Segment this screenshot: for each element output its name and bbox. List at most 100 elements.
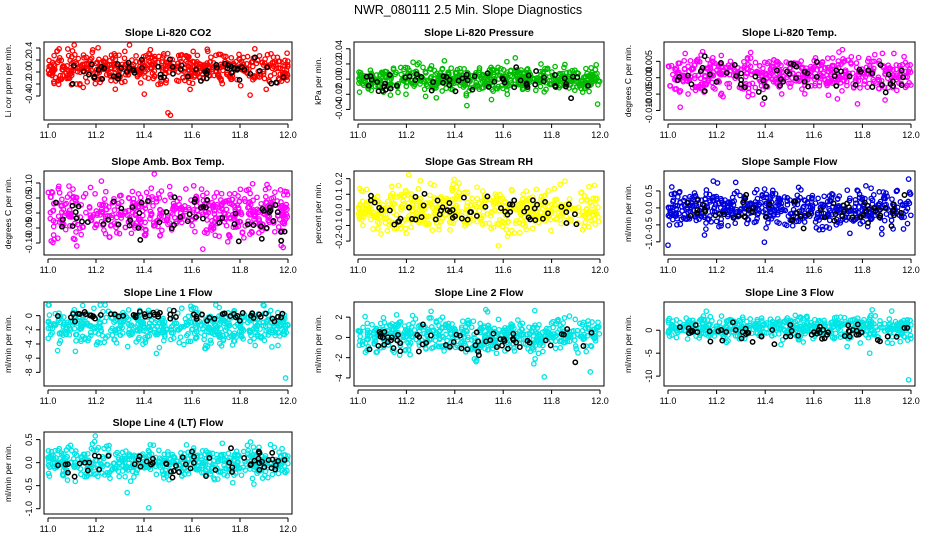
- reference-point: [831, 73, 838, 80]
- reference-point: [841, 208, 847, 215]
- data-point: [728, 208, 735, 214]
- data-point: [583, 206, 590, 213]
- data-point: [433, 220, 440, 226]
- data-point: [192, 335, 199, 342]
- reference-point: [266, 204, 273, 211]
- data-point: [814, 210, 821, 216]
- data-point: [754, 215, 760, 222]
- data-point: [51, 63, 58, 69]
- reference-point: [274, 209, 281, 216]
- data-point: [256, 230, 262, 236]
- data-point: [854, 187, 861, 194]
- data-point: [849, 70, 856, 77]
- data-point: [211, 211, 218, 217]
- data-point: [84, 79, 91, 85]
- data-point: [121, 55, 128, 62]
- data-point: [284, 58, 291, 64]
- data-point: [537, 83, 544, 90]
- data-point: [148, 185, 155, 192]
- reference-point: [211, 315, 218, 322]
- data-point: [156, 195, 163, 201]
- outlier-point: [280, 244, 287, 251]
- data-point: [277, 187, 284, 193]
- data-point: [830, 191, 836, 198]
- data-point: [47, 209, 54, 216]
- data-point: [251, 213, 258, 220]
- reference-point: [258, 235, 265, 242]
- reference-point: [684, 72, 691, 79]
- data-point: [477, 216, 483, 223]
- reference-point: [833, 82, 840, 89]
- data-point: [853, 75, 860, 81]
- reference-point: [97, 312, 104, 318]
- reference-point: [831, 217, 838, 224]
- chart-title: Slope Line 3 Flow: [745, 287, 835, 299]
- data-point: [183, 332, 190, 339]
- data-point: [183, 52, 190, 59]
- data-point: [416, 198, 422, 204]
- data-point: [532, 87, 539, 94]
- data-point: [505, 218, 512, 225]
- data-point: [896, 62, 903, 69]
- data-point: [458, 324, 465, 331]
- reference-point: [88, 61, 95, 68]
- y-tick-label: -0.1: [334, 218, 344, 234]
- data-point: [561, 315, 568, 321]
- data-point: [359, 80, 366, 87]
- data-point: [94, 59, 101, 66]
- reference-point: [409, 216, 415, 222]
- data-point: [256, 52, 263, 59]
- x-tick-label: 11.6: [495, 130, 512, 140]
- data-point: [177, 52, 184, 59]
- data-point: [754, 212, 761, 218]
- data-point: [252, 342, 259, 349]
- data-point: [223, 320, 230, 326]
- reference-point: [846, 204, 852, 211]
- reference-point: [184, 218, 191, 225]
- outlier-point: [73, 243, 80, 249]
- reference-point: [138, 56, 145, 63]
- data-point: [578, 333, 585, 340]
- reference-point: [563, 80, 569, 87]
- x-tick-label: 12.0: [902, 130, 920, 140]
- data-point: [442, 211, 448, 218]
- data-point: [588, 343, 595, 350]
- reference-point: [267, 207, 274, 214]
- x-tick-label: 11.0: [350, 396, 367, 406]
- data-point: [105, 204, 112, 210]
- data-point: [386, 322, 393, 328]
- reference-point: [456, 332, 463, 339]
- data-point: [410, 59, 416, 66]
- data-point: [670, 197, 677, 204]
- data-point: [572, 343, 579, 349]
- data-point: [834, 96, 841, 102]
- reference-point: [69, 223, 76, 230]
- data-point: [477, 320, 484, 327]
- data-point: [465, 320, 472, 326]
- data-point: [546, 325, 553, 332]
- reference-point: [387, 85, 394, 92]
- data-point: [876, 85, 882, 92]
- reference-point: [434, 197, 441, 204]
- y-tick-label: -10: [644, 370, 654, 383]
- reference-point: [446, 82, 453, 88]
- data-point: [741, 65, 747, 71]
- data-point: [807, 204, 814, 211]
- data-point: [689, 66, 696, 73]
- data-point: [79, 65, 86, 72]
- data-point: [385, 198, 391, 205]
- plot-frame: [43, 170, 293, 256]
- data-point: [54, 48, 60, 55]
- data-point: [540, 348, 546, 355]
- data-point: [364, 333, 371, 339]
- data-point: [544, 66, 550, 73]
- data-point: [108, 77, 114, 84]
- data-point: [761, 186, 768, 192]
- reference-point: [366, 346, 373, 353]
- reference-point: [885, 71, 892, 78]
- data-point: [765, 219, 771, 226]
- x-tick-label: 11.8: [854, 130, 871, 140]
- data-point: [210, 225, 217, 232]
- data-point: [68, 53, 75, 60]
